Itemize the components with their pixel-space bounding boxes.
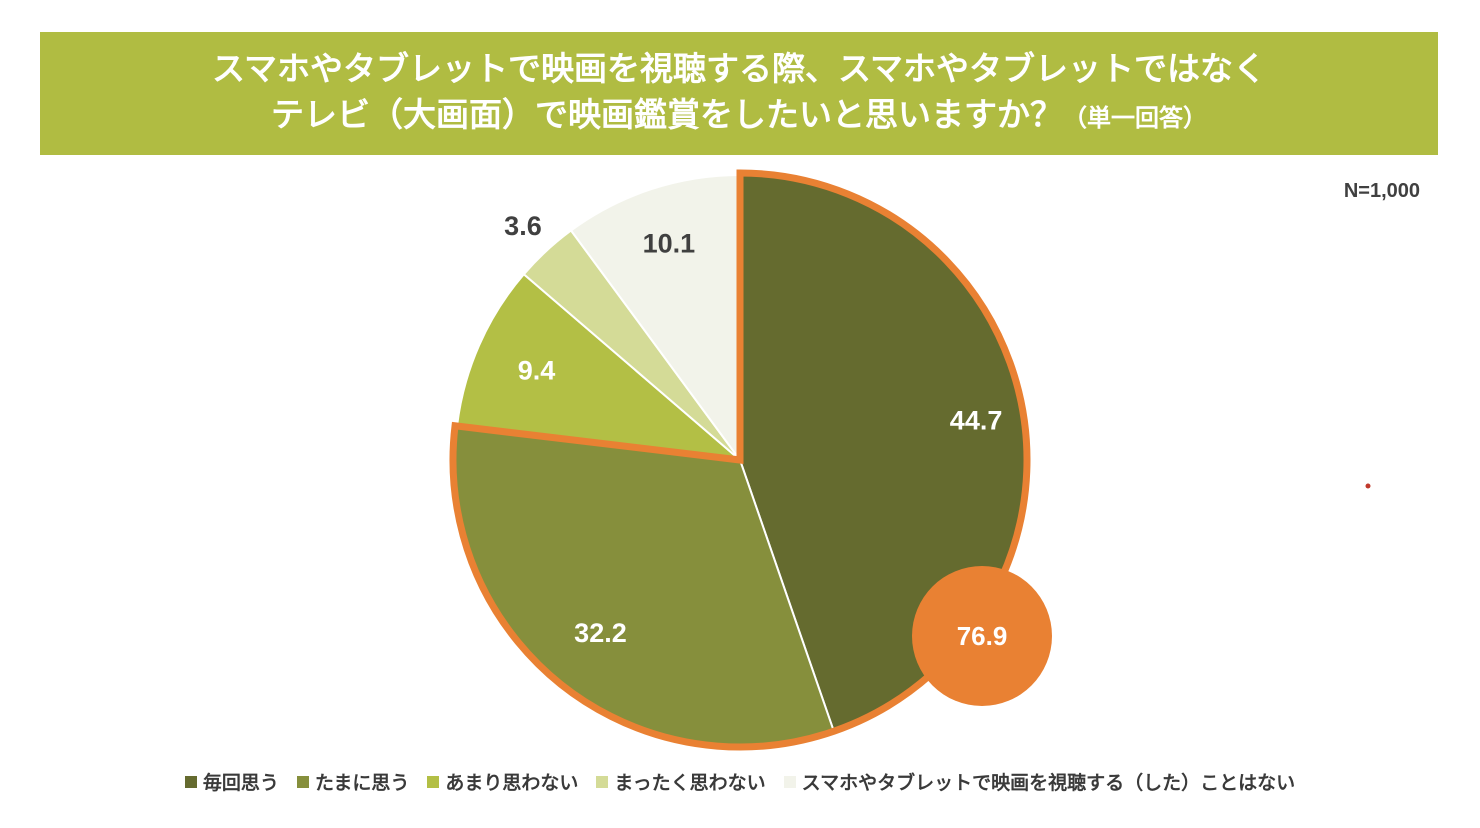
legend-item-rarely: あまり思わない: [427, 768, 578, 795]
legend-swatch: [184, 775, 197, 788]
legend-swatch: [783, 775, 796, 788]
stray-dot: [1365, 483, 1371, 489]
chart-title-note: （単一回答）: [1063, 104, 1207, 132]
legend-label: まったく思わない: [614, 772, 766, 794]
pie-slice-not-applicable: [569, 173, 741, 464]
chart-title-line-1: スマホやタブレットで映画を視聴する際、スマホやタブレットではなく: [211, 49, 1267, 88]
chart-title-banner: スマホやタブレットで映画を視聴する際、スマホやタブレットではなく テレビ（大画面…: [40, 32, 1438, 155]
chart-title-question: テレビ（大画面）で映画鑑賞をしたいと思いますか？: [271, 95, 1063, 134]
data-label-every-time: 44.7: [950, 405, 1003, 435]
pie-labels: 44.7 32.2 9.4 3.6 10.1: [504, 211, 1002, 648]
legend-item-not-applicable: スマホやタブレットで映画を視聴する（した）ことはない: [783, 768, 1296, 795]
legend-label: たまに思う: [314, 772, 410, 794]
legend: 毎回思う たまに思う あまり思わない まったく思わない スマホやタブレットで映画を視聴す…: [0, 768, 1480, 795]
sample-size-label: N=1,000: [1343, 180, 1420, 202]
legend-swatch: [596, 775, 609, 788]
data-label-sometimes: 32.2: [574, 618, 627, 648]
legend-label: あまり思わない: [445, 772, 579, 794]
highlight-total-bubble: [912, 566, 1052, 706]
legend-item-never: まったく思わない: [596, 768, 766, 795]
legend-label: スマホやタブレットで映画を視聴する（した）ことはない: [801, 772, 1296, 794]
highlight-total-label: 76.9: [957, 621, 1008, 651]
data-label-rarely: 9.4: [518, 355, 556, 385]
data-label-never: 3.6: [504, 211, 542, 241]
legend-label: 毎回思う: [202, 772, 279, 794]
legend-swatch: [296, 775, 309, 788]
pie-slice-rarely: [455, 272, 744, 462]
legend-swatch: [427, 775, 440, 788]
chart-title-line-2: テレビ（大画面）で映画鑑賞をしたいと思いますか？（単一回答）: [271, 92, 1207, 141]
data-label-not-applicable: 10.1: [643, 228, 696, 258]
pie-slices: [454, 173, 1026, 746]
legend-item-every-time: 毎回思う: [184, 768, 279, 795]
legend-item-sometimes: たまに思う: [296, 768, 410, 795]
